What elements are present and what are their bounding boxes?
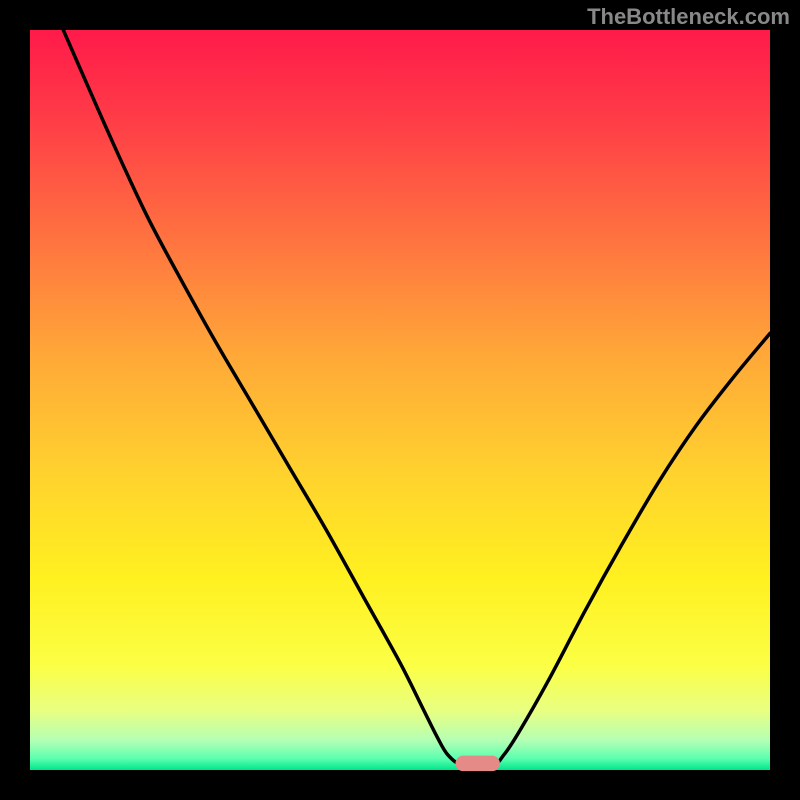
sweet-spot-marker xyxy=(456,756,500,772)
chart-svg xyxy=(0,0,800,800)
bottleneck-chart: TheBottleneck.com xyxy=(0,0,800,800)
watermark-text: TheBottleneck.com xyxy=(587,4,790,30)
